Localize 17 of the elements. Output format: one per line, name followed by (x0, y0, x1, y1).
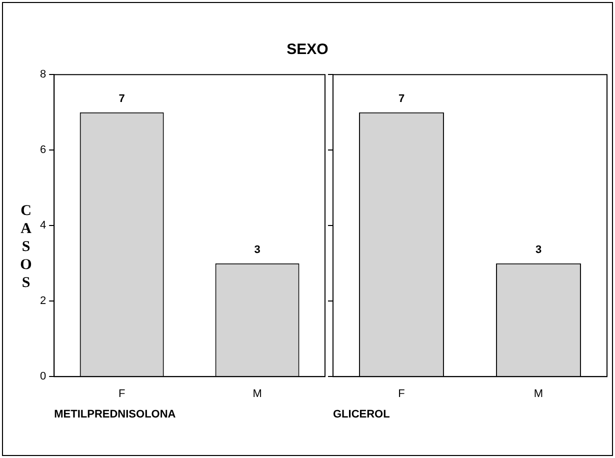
x-axis-title: GLICEROL (333, 408, 390, 420)
y-axis-title: CASOS (17, 203, 34, 293)
x-tick-label: M (252, 388, 262, 400)
x-axis-title: METILPREDNISOLONA (54, 408, 176, 420)
data-label: 7 (398, 92, 405, 105)
y-tick-label: 6 (40, 144, 46, 156)
data-label: 3 (254, 244, 260, 256)
data-label: 3 (535, 244, 542, 256)
chart-title: SEXO (286, 41, 330, 58)
data-label: 7 (118, 92, 125, 105)
y-tick-label: 2 (40, 295, 46, 308)
y-tick-label: 0 (40, 370, 46, 383)
x-tick-label: F (118, 388, 126, 400)
x-tick-label: F (398, 388, 406, 400)
y-tick-label: 8 (40, 68, 46, 81)
y-tick-label: 4 (40, 220, 46, 232)
x-tick-label: M (534, 388, 544, 400)
